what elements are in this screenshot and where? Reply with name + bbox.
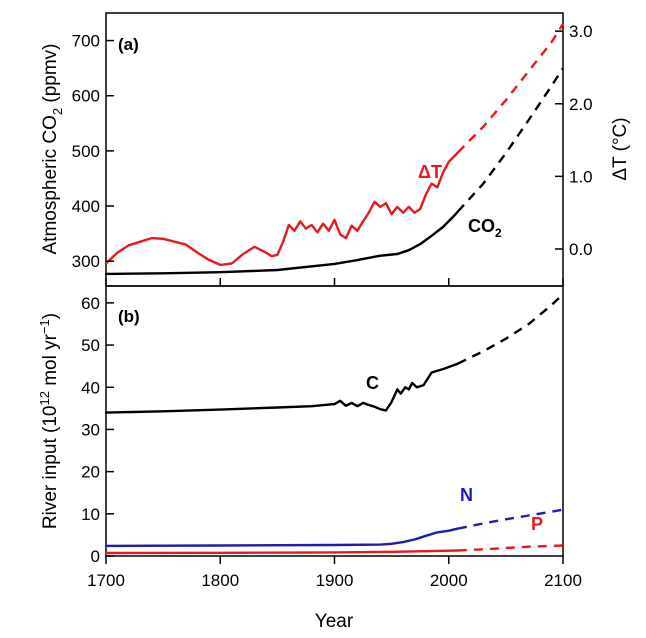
panel-b-left-tick-label: 30 — [81, 420, 100, 439]
panel-a-right-tick-label: 3.0 — [569, 22, 593, 41]
series-label-co2: CO2 — [468, 216, 502, 240]
panel-b-x-tick-label: 1800 — [201, 571, 239, 590]
panel-b-x-axis-ticks: 1700 1800 1900 2000 2100 — [87, 556, 582, 590]
series-label-co2-subscript: 2 — [495, 226, 502, 240]
panel-a-x-axis-ticks — [105, 278, 564, 286]
panel-b-left-axis-title: River input (1012 mol yr−1) — [37, 313, 61, 529]
panel-b-left-tick-label: 0 — [91, 547, 100, 566]
panel-b-x-tick-label: 2000 — [430, 571, 468, 590]
panel-a-right-tick-label: 1.0 — [569, 167, 593, 186]
panel-a-left-tick-label: 400 — [72, 197, 100, 216]
panel-a-right-axis-ticks: 0.0 1.0 2.0 3.0 — [555, 22, 593, 259]
panel-b-left-axis-ticks: 0 10 20 30 40 50 60 — [81, 294, 114, 566]
panel-a-right-tick-label: 2.0 — [569, 95, 593, 114]
series-label-n: N — [460, 485, 473, 505]
panel-a-right-axis-title: ΔT (°C) — [610, 117, 631, 180]
panel-b-left-axis-title-sup: 12 — [37, 391, 52, 405]
panel-b-left-tick-label: 20 — [81, 463, 100, 482]
series-n-observed-line — [104, 527, 460, 548]
series-label-c: C — [366, 373, 379, 393]
panel-a-left-tick-label: 600 — [72, 87, 100, 106]
panel-b-x-tick-label: 1900 — [316, 571, 354, 590]
panel-b-left-tick-label: 60 — [81, 294, 100, 313]
panel-a-label: (a) — [118, 35, 139, 54]
panel-b-left-axis-title-sup2: −1 — [37, 319, 52, 334]
panel-a-left-axis-ticks: 300 400 500 600 700 — [72, 32, 114, 271]
panel-b-left-tick-label: 50 — [81, 336, 100, 355]
panel-a-left-axis-title-subscript: 2 — [50, 108, 65, 115]
series-delta-t-projected-line — [457, 23, 565, 154]
series-label-delta-t: ΔT — [418, 162, 442, 182]
series-delta-t-observed-line — [104, 151, 460, 267]
panel-b-left-tick-label: 10 — [81, 505, 100, 524]
series-p-observed-line — [104, 549, 460, 555]
panel-b-series — [104, 293, 564, 555]
series-n-projected-line — [457, 508, 564, 530]
series-c-observed-line — [104, 362, 460, 414]
panel-a-frame — [105, 12, 564, 287]
panel-b-frame — [105, 285, 564, 557]
panel-b-x-tick-label: 2100 — [544, 571, 582, 590]
panel-b-label: (b) — [118, 307, 140, 326]
x-axis-title: Year — [315, 611, 354, 632]
panel-a-series — [104, 23, 565, 276]
panel-a-left-tick-label: 300 — [72, 252, 100, 271]
panel-b-x-tick-label: 1700 — [87, 571, 125, 590]
series-co2-projected-line — [457, 67, 565, 213]
panel-a-right-tick-label: 0.0 — [569, 240, 593, 259]
panel-a-left-axis-title: Atmospheric CO2 (ppmv) — [40, 43, 65, 254]
series-c-projected-line — [457, 293, 564, 365]
panel-b-left-tick-label: 40 — [81, 378, 100, 397]
series-label-p: P — [531, 514, 543, 534]
series-p-projected-line — [457, 544, 564, 552]
panel-a-left-tick-label: 700 — [72, 32, 100, 51]
panel-a-left-tick-label: 500 — [72, 142, 100, 161]
series-co2-observed-line — [104, 210, 460, 276]
